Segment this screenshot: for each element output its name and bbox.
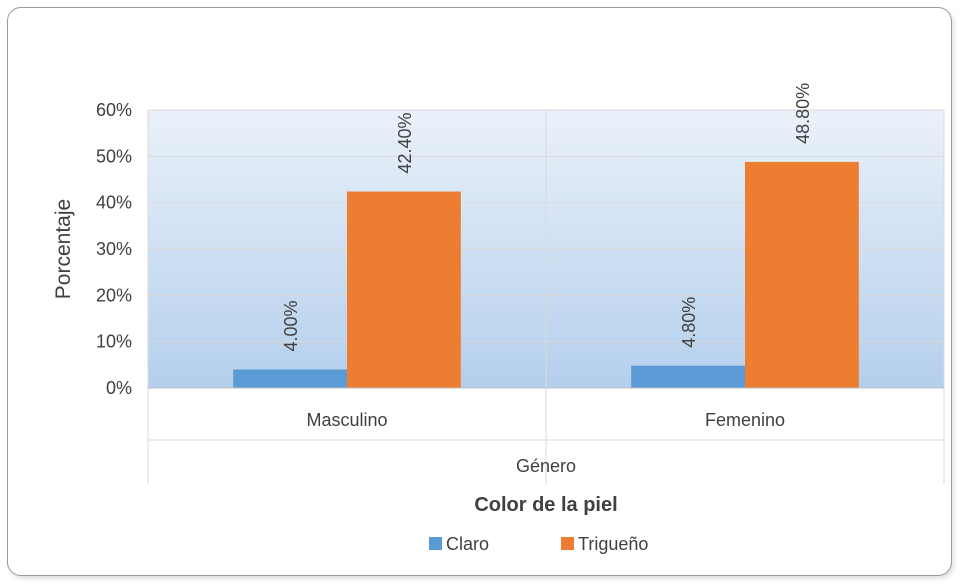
bar-claro bbox=[233, 369, 347, 388]
legend-label: Claro bbox=[446, 534, 489, 554]
group-axis-title: Género bbox=[516, 456, 576, 476]
x-axis-title: Color de la piel bbox=[474, 494, 617, 516]
y-tick-label: 10% bbox=[96, 332, 132, 352]
y-tick-label: 60% bbox=[96, 100, 132, 120]
bar-claro bbox=[631, 365, 745, 388]
legend-label: Trigueño bbox=[578, 534, 648, 554]
y-tick-label: 0% bbox=[106, 378, 132, 398]
y-axis-title: Porcentaje bbox=[52, 199, 75, 299]
y-tick-label: 40% bbox=[96, 193, 132, 213]
bar-trigueño bbox=[347, 191, 461, 388]
axes: 0% 10% 20% 30% 40% 50% 60% Masculino Femenino bbox=[96, 100, 945, 484]
legend-swatch bbox=[561, 537, 574, 550]
y-tick-label: 20% bbox=[96, 285, 132, 305]
y-tick-label: 50% bbox=[96, 146, 132, 166]
data-labels: 4.00% 42.40% 4.80% 48.80% bbox=[281, 83, 813, 352]
data-label: 4.80% bbox=[679, 297, 699, 348]
y-tick-label: 30% bbox=[96, 239, 132, 259]
data-label: 42.40% bbox=[395, 112, 415, 173]
bars bbox=[233, 161, 859, 388]
x-category-label: Femenino bbox=[705, 410, 785, 430]
x-category-label: Masculino bbox=[306, 410, 387, 430]
data-label: 4.00% bbox=[281, 300, 301, 351]
bar-trigueño bbox=[745, 161, 859, 388]
legend: Claro Trigueño bbox=[429, 534, 648, 554]
data-label: 48.80% bbox=[793, 83, 813, 144]
legend-swatch bbox=[429, 537, 442, 550]
